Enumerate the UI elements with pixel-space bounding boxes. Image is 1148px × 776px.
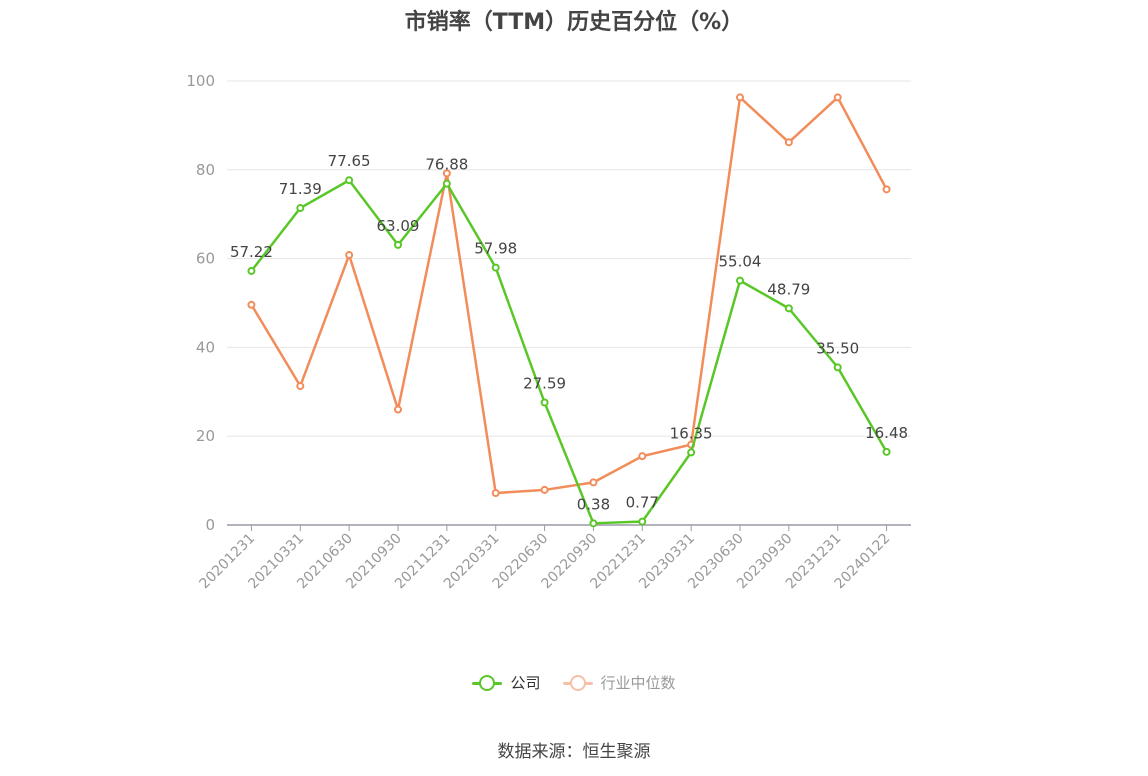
data-label: 35.50 [816,339,859,357]
data-label: 71.39 [279,180,322,198]
data-point-company [345,176,354,185]
data-point-industry-median [247,300,256,309]
series-line-industry-median [250,96,888,495]
data-label: 48.79 [767,280,810,298]
legend-item-industry-median[interactable]: 行业中位数 [562,672,676,693]
data-point-company [784,304,793,313]
legend-label-company: 公司 [510,674,541,692]
data-point-industry-median [589,478,598,487]
series-line-company [250,178,888,525]
data-point-industry-median [736,93,744,102]
legend-marker-company [472,674,503,691]
chart-title: 市销率（TTM）历史百分位（%） [404,10,744,35]
data-label: 63.09 [377,217,420,235]
data-point-industry-median [882,185,891,194]
y-tick-label: 60 [196,250,215,268]
y-tick-label: 0 [205,516,215,534]
data-point-industry-median [394,405,402,414]
data-label: 55.04 [719,253,762,271]
data-point-company [687,448,696,457]
y-tick-label: 100 [186,72,215,90]
data-label: 57.22 [230,243,273,261]
data-label: 57.98 [474,240,517,258]
legend-marker-industry-median [562,674,593,691]
data-point-industry-median [638,452,647,461]
data-label: 76.88 [425,156,468,174]
data-point-industry-median [345,251,354,260]
y-tick-label: 40 [196,338,215,356]
legend-label-industry-median: 行业中位数 [600,674,676,692]
data-point-company [736,276,744,285]
data-point-company [540,398,549,407]
data-point-industry-median [833,93,842,102]
data-point-company [491,263,500,272]
data-point-company [638,517,647,526]
data-point-company [882,447,891,456]
legend: 公司 行业中位数 [0,672,1148,693]
y-tick-label: 20 [196,427,215,445]
data-label: 16.48 [865,424,908,442]
data-point-company [394,240,402,249]
y-tick-label: 80 [196,161,215,179]
data-point-company [296,204,305,213]
data-label: 16.35 [670,424,713,442]
data-point-industry-median [491,489,500,498]
data-point-industry-median [784,138,793,147]
legend-item-company[interactable]: 公司 [472,672,541,693]
data-label: 0.77 [626,494,659,512]
data-point-industry-median [442,169,451,178]
data-point-company [442,179,451,188]
data-point-company [589,519,598,528]
data-label: 27.59 [523,375,566,393]
data-point-industry-median [540,485,549,494]
data-point-company [247,266,256,275]
data-label: 0.38 [577,495,610,513]
data-source: 数据来源：恒生聚源 [497,742,651,762]
data-point-company [833,363,842,372]
data-point-industry-median [296,382,305,391]
data-label: 77.65 [328,152,371,170]
